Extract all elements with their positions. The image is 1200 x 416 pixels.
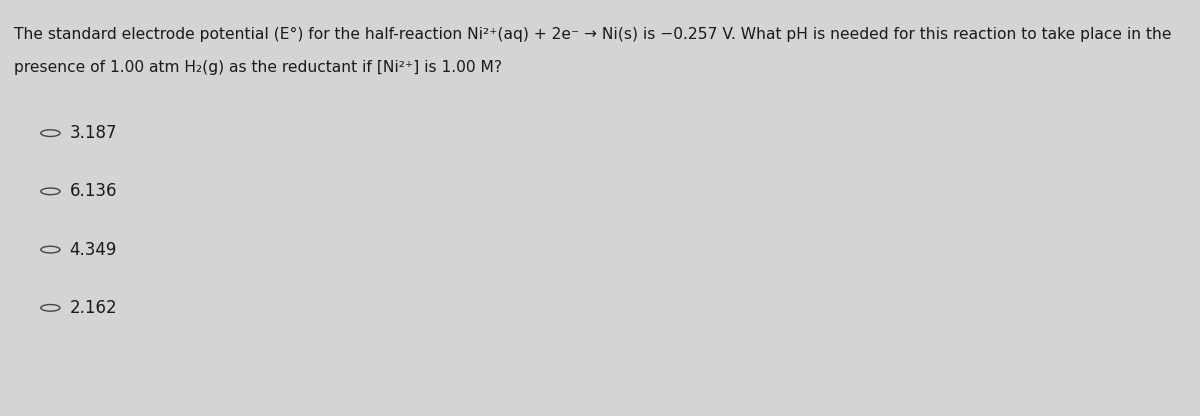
Text: 3.187: 3.187 — [70, 124, 118, 142]
Text: 4.349: 4.349 — [70, 240, 116, 259]
Text: 2.162: 2.162 — [70, 299, 118, 317]
Text: The standard electrode potential (E°) for the half-reaction Ni²⁺(aq) + 2e⁻ → Ni(: The standard electrode potential (E°) fo… — [14, 27, 1172, 42]
Text: presence of 1.00 atm H₂(g) as the reductant if [Ni²⁺] is 1.00 M?: presence of 1.00 atm H₂(g) as the reduct… — [14, 60, 503, 75]
Text: 6.136: 6.136 — [70, 182, 118, 201]
